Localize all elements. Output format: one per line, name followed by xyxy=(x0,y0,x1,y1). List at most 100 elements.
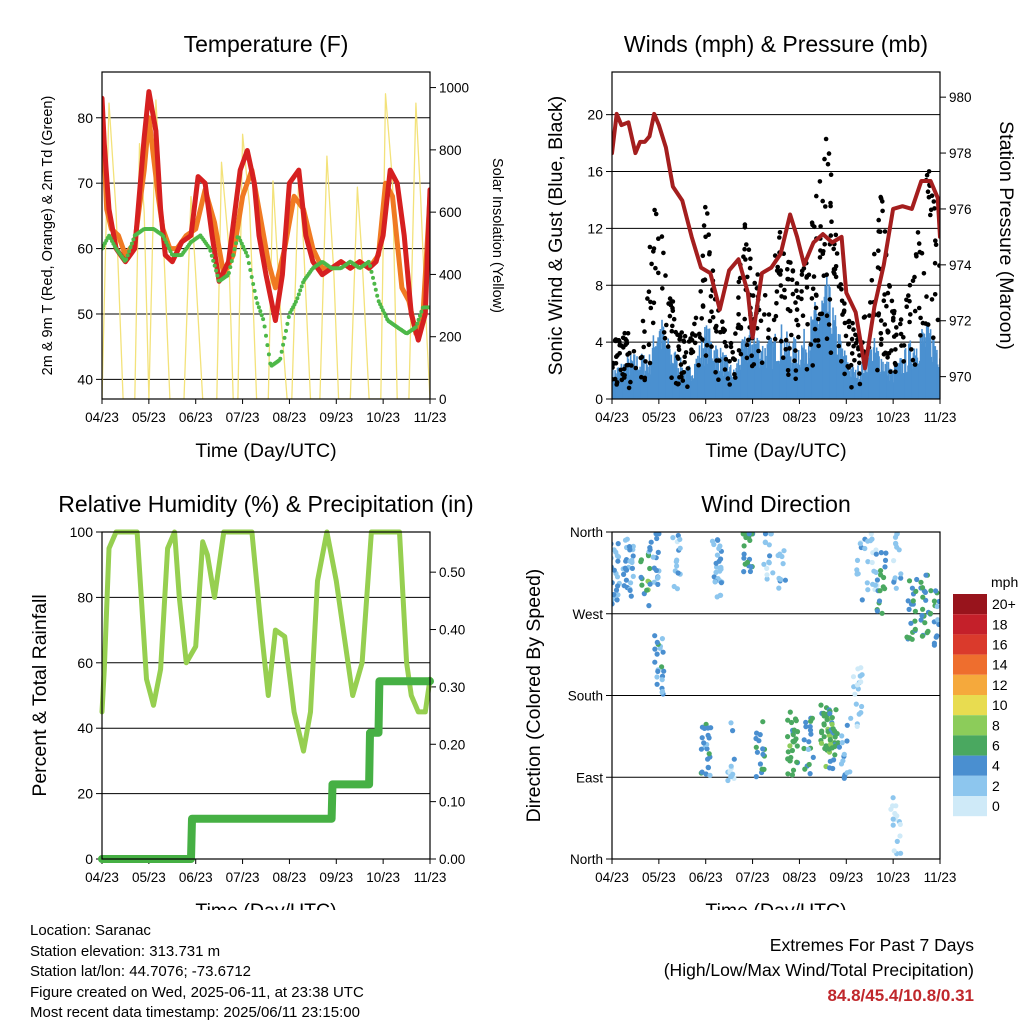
gust-point xyxy=(810,363,815,368)
gust-point xyxy=(824,313,830,319)
direction-point xyxy=(730,728,736,734)
direction-point xyxy=(893,585,899,591)
gust-point xyxy=(727,359,732,364)
colorbar-swatch xyxy=(953,634,987,655)
direction-point xyxy=(803,724,809,730)
direction-point xyxy=(857,541,863,547)
direction-point xyxy=(788,719,795,726)
extremes-values: 84.8/45.4/10.8/0.31 xyxy=(827,986,974,1005)
direction-point xyxy=(931,642,938,648)
gust-point xyxy=(663,273,668,278)
direction-point xyxy=(890,822,896,828)
gust-point xyxy=(622,373,627,378)
dewpoint-point xyxy=(165,243,170,248)
gust-point xyxy=(932,292,938,297)
colorbar-swatch xyxy=(953,594,987,615)
gust-point xyxy=(928,212,933,218)
direction-point xyxy=(821,734,827,740)
gust-point xyxy=(817,311,823,317)
x-tick-label: 08/23 xyxy=(783,870,817,885)
gust-point xyxy=(826,151,832,156)
direction-point xyxy=(808,731,814,737)
direction-point xyxy=(707,772,713,778)
direction-point xyxy=(859,703,865,710)
gust-point xyxy=(812,326,818,332)
extremes-block: Extremes For Past 7 Days (High/Low/Max W… xyxy=(664,933,974,1008)
gust-point xyxy=(661,250,666,256)
plot-frame xyxy=(611,531,941,860)
gust-point xyxy=(929,297,935,302)
direction-point xyxy=(880,584,886,590)
direction-point xyxy=(746,532,752,537)
dewpoint-point xyxy=(212,263,217,268)
direction-point xyxy=(655,581,661,588)
gust-point xyxy=(889,298,895,304)
direction-point xyxy=(801,737,807,743)
direction-point xyxy=(706,751,712,757)
direction-point xyxy=(782,577,789,583)
gust-point xyxy=(890,309,895,314)
direction-point xyxy=(790,767,797,773)
series-layer xyxy=(612,532,940,857)
dewpoint-point xyxy=(234,241,239,246)
dewpoint-point xyxy=(251,282,256,286)
direction-point xyxy=(638,559,644,565)
gust-point xyxy=(833,274,839,280)
dewpoint-point xyxy=(380,308,385,313)
dewpoint-point xyxy=(129,241,134,246)
direction-point xyxy=(906,606,912,613)
direction-point xyxy=(802,766,808,772)
gust-point xyxy=(850,320,855,326)
gust-point xyxy=(916,305,922,311)
dewpoint-point xyxy=(371,275,375,280)
x-tick-label: 10/23 xyxy=(876,870,910,885)
direction-point xyxy=(748,564,754,570)
series-layer xyxy=(612,111,940,399)
direction-point xyxy=(894,532,900,537)
x-tick-label: 05/23 xyxy=(132,870,166,885)
gust-point xyxy=(678,334,683,340)
gust-point xyxy=(838,282,844,287)
dewpoint-point xyxy=(228,265,233,270)
y-right-tick-label: 0.20 xyxy=(439,737,465,752)
gust-point xyxy=(881,298,887,304)
direction-point xyxy=(868,532,874,537)
gust-point xyxy=(752,280,757,286)
direction-point xyxy=(919,585,926,591)
gust-point xyxy=(909,347,914,352)
direction-point xyxy=(803,719,809,726)
colorbar-label: 20+ xyxy=(992,596,1016,612)
direction-point xyxy=(810,754,816,761)
gust-point xyxy=(612,365,615,370)
gust-point xyxy=(880,199,885,204)
y-right-tick-label: 978 xyxy=(949,146,972,161)
gust-point xyxy=(857,371,862,376)
gust-point xyxy=(857,360,862,366)
dewpoint-point xyxy=(207,245,211,250)
gust-point xyxy=(827,297,833,302)
gust-point xyxy=(744,242,749,247)
gust-point xyxy=(766,335,771,341)
gust-point xyxy=(782,295,788,300)
gust-point xyxy=(713,325,718,331)
direction-point xyxy=(612,547,617,553)
colorbar-label: 16 xyxy=(992,637,1008,653)
gust-point xyxy=(762,293,768,298)
gust-point xyxy=(804,274,810,279)
colorbar-swatch xyxy=(953,775,987,796)
direction-point xyxy=(615,558,621,564)
direction-point xyxy=(936,598,940,605)
gust-point xyxy=(742,222,748,227)
gust-point xyxy=(656,270,661,276)
dewpoint-point xyxy=(168,249,173,254)
gust-point xyxy=(805,322,810,327)
direction-point xyxy=(897,833,903,839)
direction-point xyxy=(776,585,782,591)
direction-point xyxy=(614,597,620,603)
gust-point xyxy=(639,354,645,360)
gust-point xyxy=(901,359,906,364)
direction-point xyxy=(834,731,840,737)
dewpoint-point xyxy=(282,335,287,340)
direction-point xyxy=(858,679,864,685)
gust-point xyxy=(738,324,744,330)
